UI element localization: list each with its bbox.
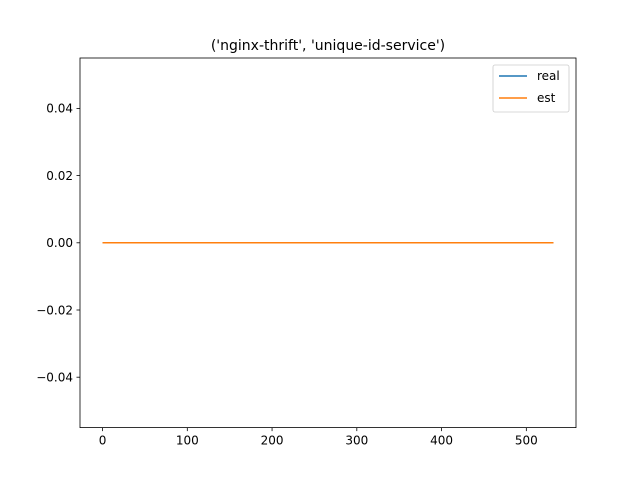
y-tick-label: −0.02	[36, 303, 73, 317]
x-tick-label: 100	[176, 434, 199, 448]
y-tick-label: 0.02	[46, 169, 73, 183]
chart-title: ('nginx-thrift', 'unique-id-service')	[211, 38, 445, 54]
y-tick-label: −0.04	[36, 371, 73, 385]
x-tick-label: 500	[515, 434, 538, 448]
y-tick-label: 0.00	[46, 236, 73, 250]
legend-label-real: real	[537, 69, 560, 83]
y-tick-label: 0.04	[46, 102, 73, 116]
y-axis: −0.04 −0.02 0.00 0.02 0.04	[36, 102, 80, 385]
legend-label-est: est	[537, 91, 556, 105]
legend: real est	[492, 64, 570, 113]
x-tick-label: 300	[345, 434, 368, 448]
x-tick-label: 0	[99, 434, 107, 448]
x-axis: 0 100 200 300 400 500	[99, 427, 538, 448]
x-tick-label: 400	[430, 434, 453, 448]
x-tick-label: 200	[261, 434, 284, 448]
